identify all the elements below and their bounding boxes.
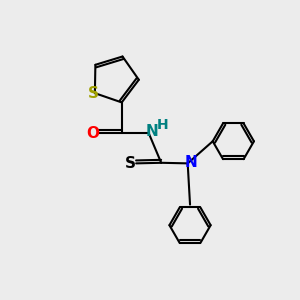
- Text: S: S: [125, 156, 136, 171]
- Text: S: S: [88, 86, 99, 101]
- Text: N: N: [146, 124, 158, 139]
- Text: N: N: [184, 155, 197, 170]
- Text: H: H: [157, 118, 169, 131]
- Text: O: O: [86, 126, 99, 141]
